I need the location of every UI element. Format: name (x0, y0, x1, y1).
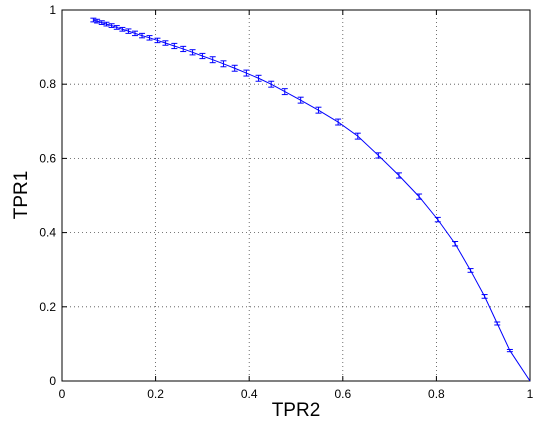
error-bar (506, 348, 513, 353)
x-axis-label: TPR2 (272, 400, 321, 421)
error-bar (146, 35, 153, 41)
x-tick-label: 0.4 (241, 387, 258, 401)
error-bar (467, 268, 474, 273)
x-tick-label: 1 (527, 387, 534, 401)
x-tick-label: 0.6 (334, 387, 351, 401)
error-bar (481, 294, 488, 299)
y-tick-label: 0.6 (39, 151, 56, 165)
error-bar (281, 88, 288, 96)
error-bar (180, 45, 187, 53)
error-bar (231, 64, 238, 72)
error-bar (189, 49, 196, 56)
error-bar (354, 132, 361, 140)
error-bar (162, 40, 169, 46)
error-bar (154, 37, 161, 44)
error-bar (209, 56, 216, 64)
error-bar (132, 30, 139, 37)
y-tick-label: 0.8 (39, 77, 56, 91)
series-group (90, 17, 531, 382)
plot-area-frame (61, 9, 531, 382)
error-bar (494, 321, 501, 326)
error-bar (199, 52, 206, 60)
y-tick-label: 1 (49, 3, 56, 17)
error-bar (98, 20, 105, 25)
error-bar (90, 17, 97, 23)
y-axis-tick-labels: 0 0.2 0.4 0.6 0.8 1 (39, 3, 56, 388)
series-line (93, 19, 531, 382)
error-bar (113, 25, 120, 30)
x-tick-label: 0.8 (428, 387, 445, 401)
error-bar (119, 26, 126, 32)
x-tick-label: 0.2 (147, 387, 164, 401)
y-tick-label: 0.2 (39, 300, 56, 314)
error-bar (395, 172, 402, 179)
error-bar (103, 21, 110, 27)
error-bar (171, 42, 178, 50)
error-bar (139, 32, 146, 39)
error-bar (220, 60, 227, 68)
y-tick-label: 0.4 (39, 226, 56, 240)
error-bar (416, 193, 423, 200)
error-bar (335, 118, 342, 126)
x-tick-label: 0 (59, 387, 66, 401)
y-tick-label: 0 (49, 374, 56, 388)
error-bar (243, 69, 250, 77)
error-bar (315, 106, 322, 114)
error-bar (125, 28, 132, 34)
error-bar (434, 216, 441, 223)
error-bar (452, 241, 459, 247)
axis-ticks (61, 9, 531, 382)
x-axis-tick-labels: 0 0.2 0.4 0.6 0.8 1 (59, 387, 534, 401)
y-axis-label: TPR1 (11, 171, 32, 220)
error-bar (375, 152, 382, 159)
error-bar (108, 23, 115, 28)
error-bar (297, 96, 304, 104)
error-bar (255, 74, 262, 82)
error-bar (94, 18, 101, 24)
error-bar (268, 80, 275, 88)
